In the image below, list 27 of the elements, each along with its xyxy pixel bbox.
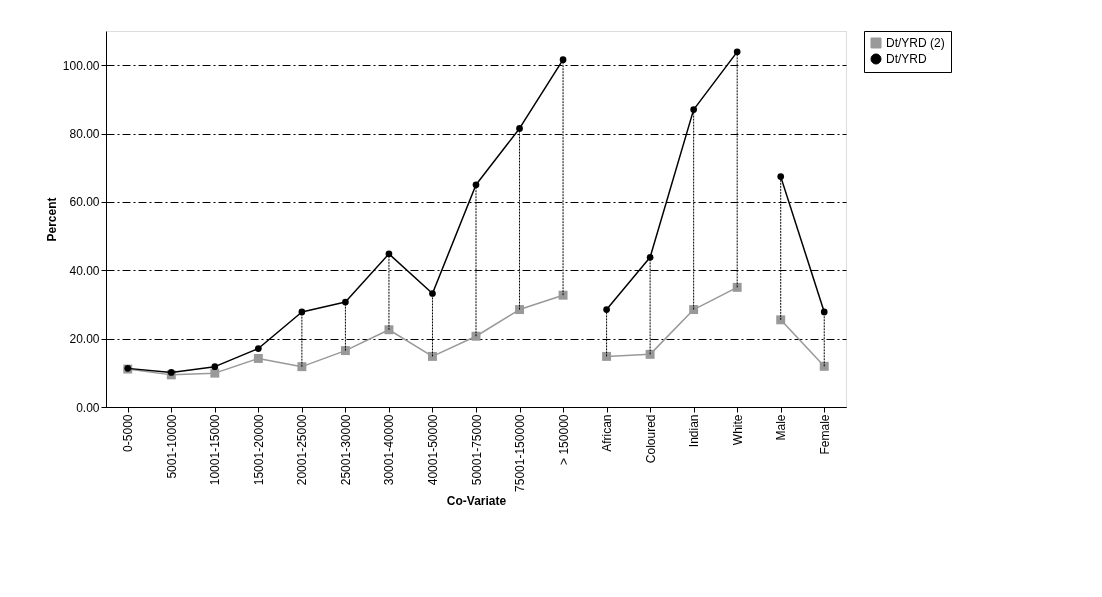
x-tick-label: 30001-40000 <box>382 414 397 486</box>
x-tick-label: 0-5000 <box>121 414 136 452</box>
x-tick-label: White <box>730 414 745 446</box>
x-tick-label: African <box>600 414 615 452</box>
legend-label: Dt/YRD (2) <box>886 36 945 50</box>
x-tick-label: Coloured <box>643 414 658 464</box>
x-tick-label: 5001-10000 <box>164 414 179 479</box>
y-tick-label: 80.00 <box>69 127 100 142</box>
x-tick-label: 10001-15000 <box>208 414 223 486</box>
y-tick-label: 0.00 <box>76 400 100 415</box>
y-tick-label: 20.00 <box>69 332 100 347</box>
x-tick-label: 15001-20000 <box>251 414 266 486</box>
y-tick-label: 60.00 <box>69 195 100 210</box>
x-tick-label: Male <box>774 414 789 441</box>
x-tick-label: 50001-75000 <box>469 414 484 486</box>
x-tick-label: 40001-50000 <box>425 414 440 486</box>
y-axis-title: Percent <box>44 197 59 242</box>
legend-label: Dt/YRD <box>886 52 927 66</box>
x-tick-label: 20001-25000 <box>295 414 310 486</box>
x-tick-label: 25001-30000 <box>338 414 353 486</box>
x-tick-label: > 150000 <box>556 414 571 465</box>
x-tick-label: 75001-150000 <box>513 414 528 492</box>
x-tick-label: Female <box>817 414 832 455</box>
x-axis-title: Co-Variate <box>446 493 507 508</box>
y-tick-label: 100.00 <box>62 58 100 73</box>
y-tick-label: 40.00 <box>69 263 100 278</box>
x-tick-label: Indian <box>687 414 702 448</box>
